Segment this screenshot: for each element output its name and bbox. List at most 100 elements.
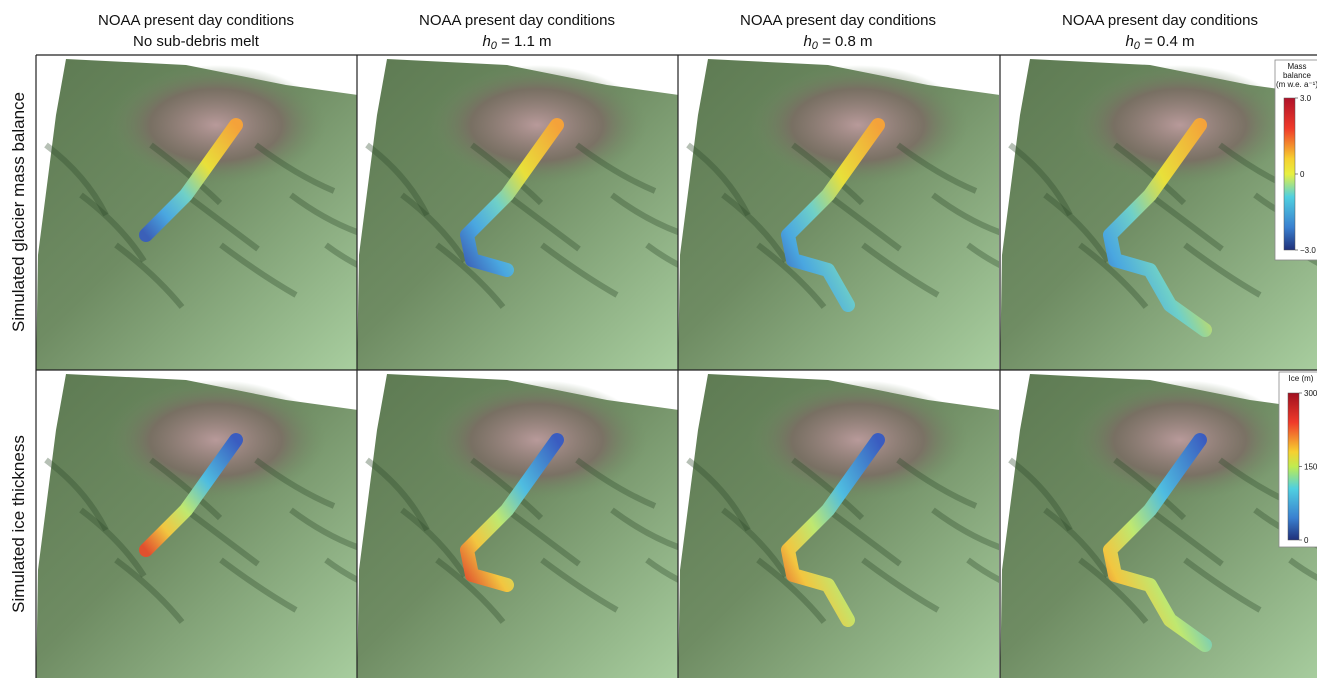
valley <box>645 242 678 269</box>
glacier <box>139 433 243 557</box>
valley <box>149 457 223 521</box>
valley <box>1113 142 1187 206</box>
ridge <box>1070 380 1290 500</box>
valley <box>1078 557 1149 624</box>
valley <box>324 242 357 269</box>
map-panel <box>678 374 999 683</box>
valley <box>254 457 336 509</box>
labels: NOAA present day conditions No sub-debris… <box>9 12 1317 613</box>
colorbar-ramp <box>1283 97 1296 251</box>
colorbar-box <box>1274 59 1317 261</box>
column-title: NOAA present day conditions <box>1062 12 1258 29</box>
valley <box>1183 557 1262 613</box>
valley <box>861 242 940 298</box>
column-title: NOAA present day conditions <box>419 12 615 29</box>
column-title: NOAA present day conditions <box>740 12 936 29</box>
valley <box>254 142 336 194</box>
valley <box>400 192 468 263</box>
column-title: NOAA present day conditions <box>98 12 294 29</box>
valley <box>365 142 430 217</box>
colorbar-ramp <box>1287 392 1300 541</box>
colorbar-tick-label: 150 <box>1304 463 1317 472</box>
valley <box>896 457 978 509</box>
valley <box>610 507 678 551</box>
map-panel <box>1000 374 1317 683</box>
ridge <box>427 65 647 185</box>
valley <box>540 557 619 613</box>
valley <box>289 507 357 551</box>
valley <box>1043 192 1111 263</box>
valley <box>721 507 789 578</box>
valley <box>114 242 185 309</box>
valley <box>79 192 147 263</box>
valley <box>1288 557 1317 581</box>
variable: h <box>482 33 490 50</box>
row-label: Simulated ice thickness <box>9 435 28 613</box>
map-panel <box>36 374 357 683</box>
variable: h <box>803 33 811 50</box>
glacier <box>781 118 885 312</box>
subtitle-text: = 0.4 m <box>1140 33 1195 50</box>
valley <box>645 557 678 584</box>
valley <box>721 192 789 263</box>
map-panel <box>357 374 678 683</box>
panel-grid <box>35 54 1317 678</box>
column-subtitle: h0 = 1.1 m <box>482 33 551 52</box>
glacier <box>1103 433 1212 652</box>
valley <box>896 142 978 194</box>
colorbar-tick-label: 300 <box>1304 389 1317 398</box>
row-label: Simulated glacier mass balance <box>9 92 28 332</box>
column-subtitle: No sub-debris melt <box>133 33 260 50</box>
valley <box>575 142 657 194</box>
map-panel <box>1000 59 1317 370</box>
valley <box>184 192 260 252</box>
valley <box>470 457 544 521</box>
valley <box>505 192 581 252</box>
ridge <box>1070 65 1290 185</box>
subtitle-text: = 1.1 m <box>497 33 552 50</box>
valley <box>289 192 357 236</box>
colorbar: Ice (m) 300 150 0 <box>1278 371 1317 548</box>
valley <box>791 457 865 521</box>
subscript: 0 <box>1134 40 1141 52</box>
valley <box>184 507 260 567</box>
valley <box>826 507 902 567</box>
valley <box>966 242 999 269</box>
valley <box>149 142 223 206</box>
ridge <box>427 380 647 500</box>
glacier <box>1103 118 1212 337</box>
valley <box>791 142 865 206</box>
colorbar-tick-label: 0 <box>1304 536 1309 545</box>
valley <box>931 507 999 551</box>
valley <box>435 242 506 309</box>
column-subtitle: h0 = 0.4 m <box>1125 33 1194 52</box>
valley <box>365 457 430 532</box>
valley <box>44 457 109 532</box>
subtitle-text: = 0.8 m <box>818 33 873 50</box>
colorbar-tick-label: 3.0 <box>1300 94 1312 103</box>
valley <box>540 242 619 298</box>
map-panel <box>36 59 357 370</box>
valley <box>1148 192 1224 252</box>
ridge <box>748 65 968 185</box>
glacier <box>460 433 564 592</box>
valley <box>756 557 827 624</box>
valley <box>1078 242 1149 309</box>
subscript: 0 <box>812 40 819 52</box>
valley <box>505 507 581 567</box>
map-panel <box>357 59 678 370</box>
map-panel <box>678 59 999 370</box>
valley <box>861 557 940 613</box>
valley <box>1148 507 1224 567</box>
valley <box>219 242 298 298</box>
colorbar-title: (m w.e. a⁻¹) <box>1276 80 1317 89</box>
map-panels <box>36 59 1317 683</box>
colorbar-title: Ice (m) <box>1289 374 1314 383</box>
valley <box>610 192 678 236</box>
glacier <box>139 118 243 242</box>
valley <box>219 557 298 613</box>
valley <box>400 507 468 578</box>
valley <box>756 242 827 309</box>
